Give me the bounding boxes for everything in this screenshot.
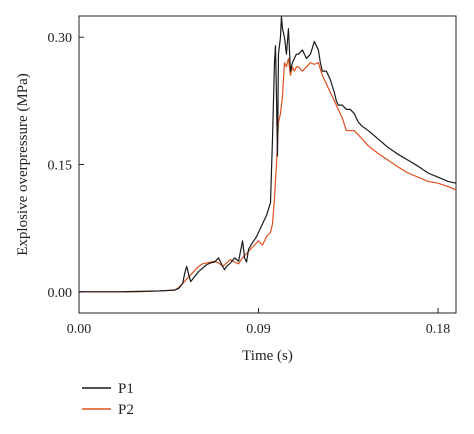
plot-area (78, 15, 457, 314)
y-tick-label: 0.15 (48, 159, 73, 174)
y-tick-label: 0.00 (48, 286, 73, 301)
y-tick-label: 0.30 (48, 31, 73, 46)
y-axis-ticks: 0.00 0.15 0.30 (48, 31, 84, 301)
y-axis-label: Explosive overpressure (MPa) (15, 73, 31, 255)
series-line-p1 (79, 15, 457, 293)
x-axis-ticks: 0.00 0.09 0.18 (67, 308, 451, 337)
legend-label-p1: P1 (118, 381, 134, 397)
series-layer (79, 15, 457, 293)
x-tick-label: 0.18 (426, 322, 451, 337)
x-axis-label: Time (s) (242, 348, 293, 364)
x-tick-label: 0.00 (67, 322, 92, 337)
series-line-p2 (79, 57, 457, 293)
x-tick-label: 0.09 (246, 322, 271, 337)
legend-label-p2: P2 (118, 402, 134, 418)
plot-frame (78, 15, 457, 314)
